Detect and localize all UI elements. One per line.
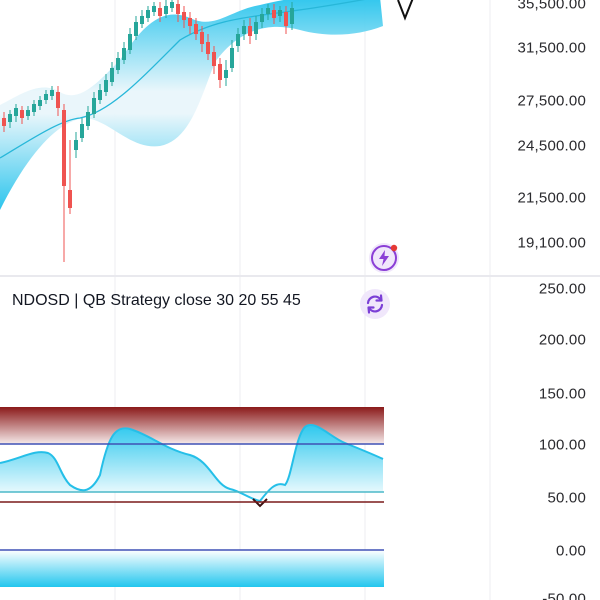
indicator-axis-label: -50.00 (542, 590, 586, 600)
candle-body (164, 6, 168, 14)
candle-body (122, 48, 126, 60)
candle-body (20, 110, 24, 118)
candle-body (284, 12, 288, 26)
price-axis-label: 19,100.00 (517, 234, 586, 252)
candle-body (50, 90, 54, 96)
candle-body (272, 10, 276, 18)
candle-body (260, 14, 264, 22)
candle-body (74, 140, 78, 150)
oversold-zone (0, 550, 384, 587)
candle-body (158, 8, 162, 16)
price-axis-label: 21,500.00 (517, 189, 586, 207)
candle-body (56, 92, 60, 108)
indicator-axis-label: 150.00 (538, 385, 586, 403)
candlestick-series (2, 0, 294, 262)
candle-body (248, 26, 252, 36)
candle-body (176, 4, 180, 14)
candle-body (92, 98, 96, 114)
candle-body (26, 110, 30, 116)
refresh-arrows-icon (366, 294, 384, 314)
candle-body (194, 24, 198, 34)
candle-body (38, 100, 42, 106)
price-chart-canvas[interactable] (0, 0, 600, 276)
indicator-axis-label: 0.00 (556, 542, 586, 560)
price-band (0, 0, 383, 210)
signal-mark (397, 0, 414, 21)
candle-body (182, 12, 186, 20)
indicator-canvas[interactable] (0, 277, 600, 600)
notification-dot (390, 244, 398, 252)
lightning-bolt-icon (371, 244, 398, 271)
price-axis-label: 24,500.00 (517, 137, 586, 155)
price-axis-label: 35,500.00 (517, 0, 586, 13)
refresh-button[interactable] (360, 289, 390, 319)
price-axis-label: 31,500.00 (517, 39, 586, 57)
candle-body (236, 34, 240, 46)
candle-body (8, 114, 12, 122)
candle-body (200, 32, 204, 44)
candle-body (44, 94, 48, 100)
indicator-title[interactable]: NDOSD | QB Strategy close 30 20 55 45 (12, 292, 301, 309)
candle-body (152, 6, 156, 12)
candle-body (104, 80, 108, 92)
candle-body (224, 70, 228, 78)
candle-body (266, 8, 270, 14)
candle-body (212, 52, 216, 66)
candle-body (206, 42, 210, 54)
indicator-axis-label: 50.00 (547, 489, 586, 507)
candle-body (146, 10, 150, 18)
candle-body (14, 108, 18, 116)
candle-body (134, 22, 138, 36)
price-chart-pane[interactable]: 35,500.00 31,500.00 27,500.00 24,500.00 … (0, 0, 600, 276)
candle-body (68, 190, 72, 208)
candle-body (278, 10, 282, 16)
candle-body (230, 48, 234, 68)
candle-body (170, 2, 174, 8)
candle-body (116, 58, 120, 70)
candle-body (254, 22, 258, 34)
candle-body (86, 112, 90, 126)
candle-body (242, 26, 246, 34)
candle-body (98, 90, 102, 100)
candle-body (218, 64, 222, 80)
candle-body (62, 110, 66, 186)
candle-body (188, 18, 192, 26)
candle-body (128, 34, 132, 50)
indicator-axis-label: 250.00 (538, 280, 586, 298)
candle-body (290, 8, 294, 24)
indicator-pane[interactable]: NDOSD | QB Strategy close 30 20 55 45 25… (0, 277, 600, 600)
oscillator-line (0, 424, 384, 503)
price-axis-label: 27,500.00 (517, 92, 586, 110)
candle-body (110, 68, 114, 82)
indicator-axis-label: 100.00 (538, 436, 586, 454)
indicator-axis-label: 200.00 (538, 331, 586, 349)
candle-body (80, 124, 84, 138)
candle-body (2, 118, 6, 126)
flash-button[interactable] (369, 243, 399, 273)
pane-divider[interactable] (0, 275, 600, 277)
candle-body (140, 16, 144, 24)
candle-body (32, 104, 36, 112)
